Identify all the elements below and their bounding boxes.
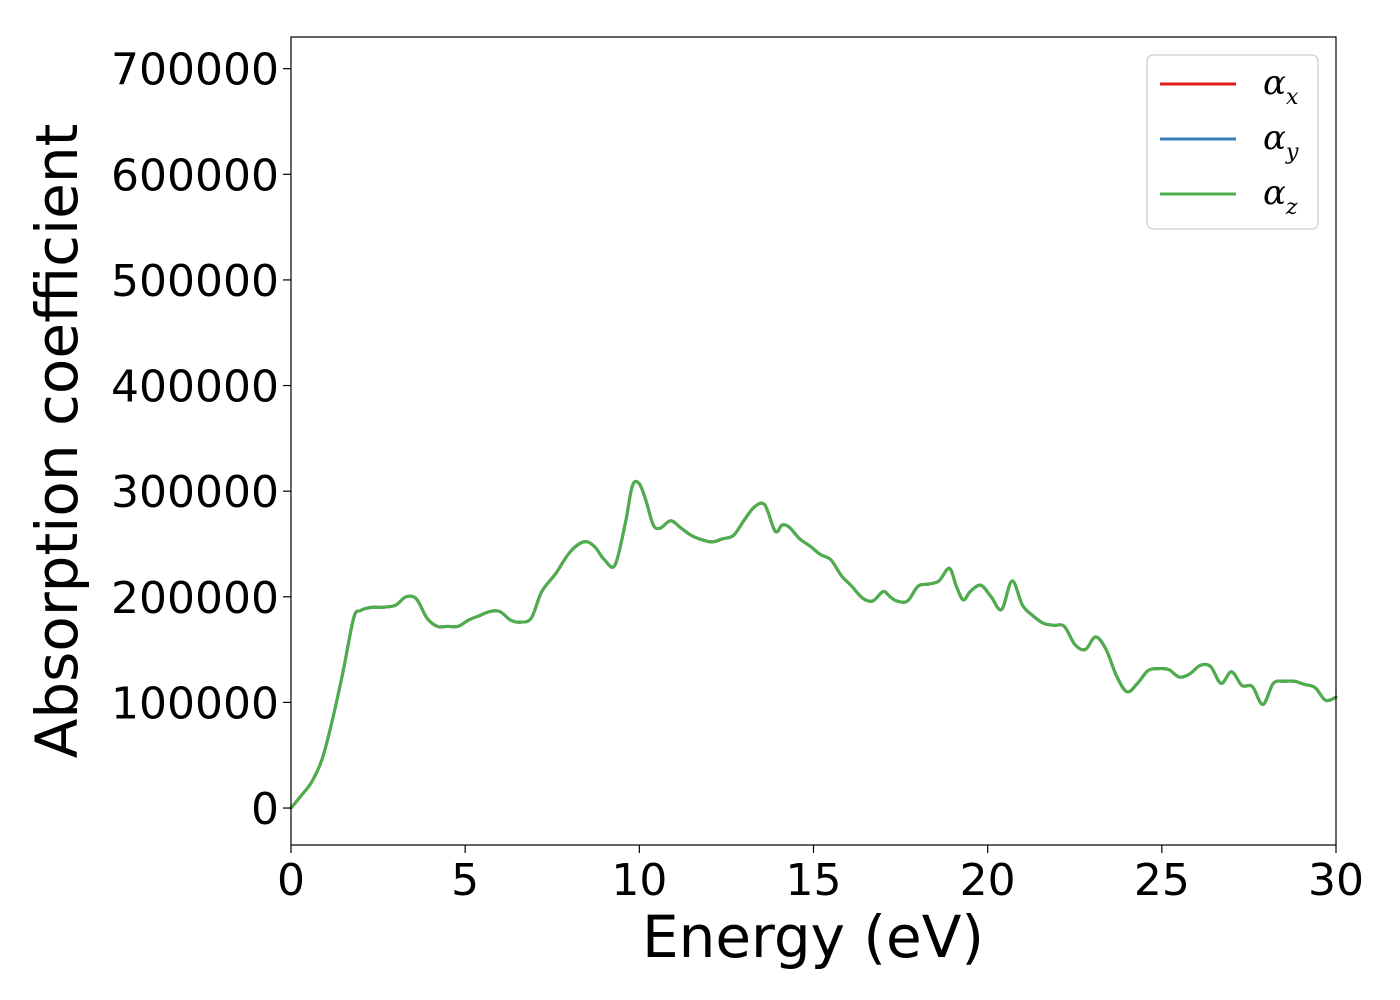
x-tick-label: 25 — [1134, 855, 1190, 906]
legend-label-sub: x — [1286, 85, 1299, 110]
y-tick-label: 700000 — [111, 45, 279, 96]
legend-label-x: αx — [1263, 63, 1299, 110]
x-axis: 0 5 10 15 20 25 30 — [277, 845, 1364, 906]
legend-label-main: α — [1263, 63, 1286, 103]
x-axis-title: Energy (eV) — [642, 903, 984, 971]
legend-label-z: αz — [1263, 173, 1298, 220]
legend-box — [1146, 54, 1319, 230]
y-axis: 0 100000 200000 300000 400000 500000 600000 700… — [111, 45, 291, 835]
y-tick-label: 0 — [251, 784, 279, 835]
legend-label-main: α — [1263, 173, 1286, 213]
y-tick-label: 500000 — [111, 256, 279, 307]
y-tick-label: 100000 — [111, 678, 279, 729]
x-tick-label: 30 — [1308, 855, 1364, 906]
x-tick-label: 20 — [960, 855, 1016, 906]
y-axis-title: Absorption coefficient — [23, 124, 91, 759]
series-line-z — [289, 479, 1338, 810]
x-tick-label: 5 — [451, 855, 479, 906]
legend-label-y: αy — [1263, 118, 1299, 165]
series-layer — [289, 479, 1338, 810]
y-tick-label: 600000 — [111, 150, 279, 201]
x-tick-label: 10 — [611, 855, 667, 906]
x-tick-label: 15 — [786, 855, 842, 906]
legend-label-main: α — [1263, 118, 1286, 158]
x-tick-label: 0 — [277, 855, 305, 906]
y-tick-label: 300000 — [111, 467, 279, 518]
y-tick-label: 200000 — [111, 573, 279, 624]
series-line-x — [289, 479, 1338, 810]
legend-label-sub: z — [1285, 195, 1298, 220]
legend-label-sub: y — [1285, 140, 1299, 165]
y-tick-label: 400000 — [111, 362, 279, 413]
series-line-y — [289, 479, 1338, 810]
